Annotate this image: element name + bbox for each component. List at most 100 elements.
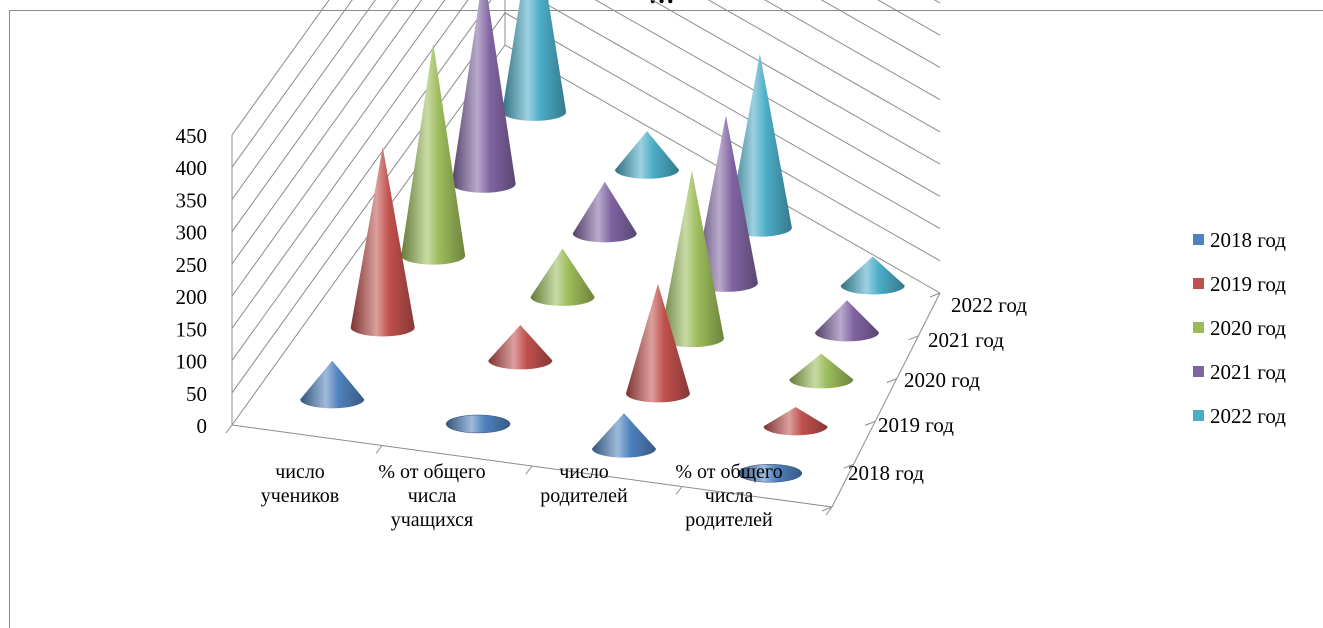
depth-axis-labels: 2018 год 2019 год 2020 год 2021 год 2022 год <box>848 293 1027 485</box>
cone-3-0 <box>451 0 516 193</box>
y-tick-label: 100 <box>176 350 208 374</box>
cone-body <box>625 283 690 403</box>
gridline-back-wall <box>651 0 941 165</box>
cone-1-0 <box>350 147 415 337</box>
gridline-left-wall <box>231 0 446 297</box>
gridline-back-wall <box>933 0 941 4</box>
cone-4-2 <box>727 53 792 237</box>
legend-swatch <box>1193 410 1204 421</box>
depth-tick-mark <box>843 463 854 469</box>
cone-body <box>693 115 758 292</box>
category-tick-mark <box>675 486 683 495</box>
gridline-back-wall <box>764 0 941 101</box>
legend-swatch <box>1193 366 1204 377</box>
cone-2-1 <box>530 248 595 306</box>
cone-1-1 <box>488 324 553 370</box>
cone-4-0 <box>502 0 567 121</box>
y-tick-label: 350 <box>176 188 208 212</box>
depth-axis-label: 2021 год <box>928 328 1004 352</box>
depth-tick-mark <box>908 335 919 341</box>
legend-swatch <box>1193 278 1204 289</box>
gridline-left-wall <box>231 0 330 136</box>
cone-0-1 <box>445 414 511 434</box>
legend-label: 2022 год <box>1210 404 1286 428</box>
category-labels: число учеников % от общего числа учащихся чис… <box>261 461 783 531</box>
gridline-left-wall <box>231 12 506 394</box>
depth-tick-mark <box>929 292 941 298</box>
chart-title: … <box>0 0 1323 10</box>
cone-body <box>502 0 567 121</box>
y-tick-label: 150 <box>176 317 208 341</box>
legend: 2018 год 2019 год 2020 год 2021 год 2022 год <box>1193 228 1286 428</box>
cone-base <box>737 464 803 483</box>
depth-tick-mark <box>886 378 897 384</box>
category-label: число учеников <box>261 461 340 507</box>
cone-3-1 <box>572 181 637 243</box>
cone-3-2 <box>693 115 758 292</box>
gridline-left-wall <box>231 0 469 329</box>
category-tick-mark <box>825 506 833 516</box>
depth-axis-label: 2020 год <box>904 368 980 392</box>
cone-body <box>401 42 466 265</box>
category-label: % от общего числа родителей <box>675 461 782 531</box>
cone-2-0 <box>401 42 466 265</box>
depth-axis-line <box>831 292 941 508</box>
gridline-left-wall <box>231 0 400 232</box>
cone-body <box>615 131 680 179</box>
gridline-back-wall <box>707 0 941 133</box>
depth-axis-label: 2019 год <box>878 413 954 437</box>
y-tick-label: 0 <box>197 414 208 438</box>
cone-3-3 <box>815 300 880 342</box>
depth-axis-label: 2022 год <box>951 293 1027 317</box>
cone-body <box>789 353 854 389</box>
gridline-left-wall <box>231 0 376 200</box>
depth-tick-mark <box>865 420 876 426</box>
chart-walls <box>225 0 941 516</box>
cone-marks <box>300 0 905 483</box>
legend-swatch <box>1193 322 1204 333</box>
cone-0-0 <box>300 360 365 409</box>
category-label: % от общего числа учащихся <box>378 461 485 531</box>
cone-body <box>840 256 905 295</box>
y-axis-ticks: 0 50 100 150 200 250 300 350 400 450 <box>176 124 208 438</box>
gridline-back-wall <box>538 0 941 229</box>
cone-body <box>659 170 724 348</box>
cone-body <box>350 147 415 337</box>
cone-4-1 <box>615 131 680 179</box>
y-tick-label: 200 <box>176 285 208 309</box>
category-tick-mark <box>525 465 533 475</box>
legend-swatch <box>1193 234 1204 245</box>
category-tick-mark <box>375 445 383 454</box>
cone-body <box>572 181 637 243</box>
gridline-left-wall <box>231 0 492 361</box>
cone-0-3 <box>737 464 803 483</box>
legend-label: 2021 год <box>1210 360 1286 384</box>
gridline-left-wall <box>231 0 423 265</box>
gridline-left-wall <box>231 0 353 168</box>
category-tick-mark <box>225 424 233 434</box>
y-tick-label: 300 <box>176 221 208 245</box>
cone-4-3 <box>840 256 905 295</box>
cone-body <box>763 406 828 436</box>
category-label: число родителей <box>540 461 628 507</box>
cone-body <box>530 248 595 306</box>
legend-label: 2019 год <box>1210 272 1286 296</box>
y-tick-label: 250 <box>176 253 208 277</box>
cone-base <box>445 414 511 434</box>
y-tick-label: 400 <box>176 156 208 180</box>
cone-body <box>815 300 880 342</box>
gridline-back-wall <box>594 0 941 197</box>
cone-1-3 <box>763 406 828 436</box>
cone-body <box>727 53 792 237</box>
y-tick-label: 450 <box>176 124 208 148</box>
gridline-back-wall <box>820 0 941 68</box>
cone-1-2 <box>625 283 690 403</box>
legend-label: 2018 год <box>1210 228 1286 252</box>
depth-axis-label: 2018 год <box>848 461 924 485</box>
legend-label: 2020 год <box>1210 316 1286 340</box>
cone-body <box>300 360 365 409</box>
cone-0-2 <box>591 413 656 458</box>
cone-2-2 <box>659 170 724 348</box>
cone-2-3 <box>789 353 854 389</box>
depth-tick-mark <box>821 506 833 512</box>
